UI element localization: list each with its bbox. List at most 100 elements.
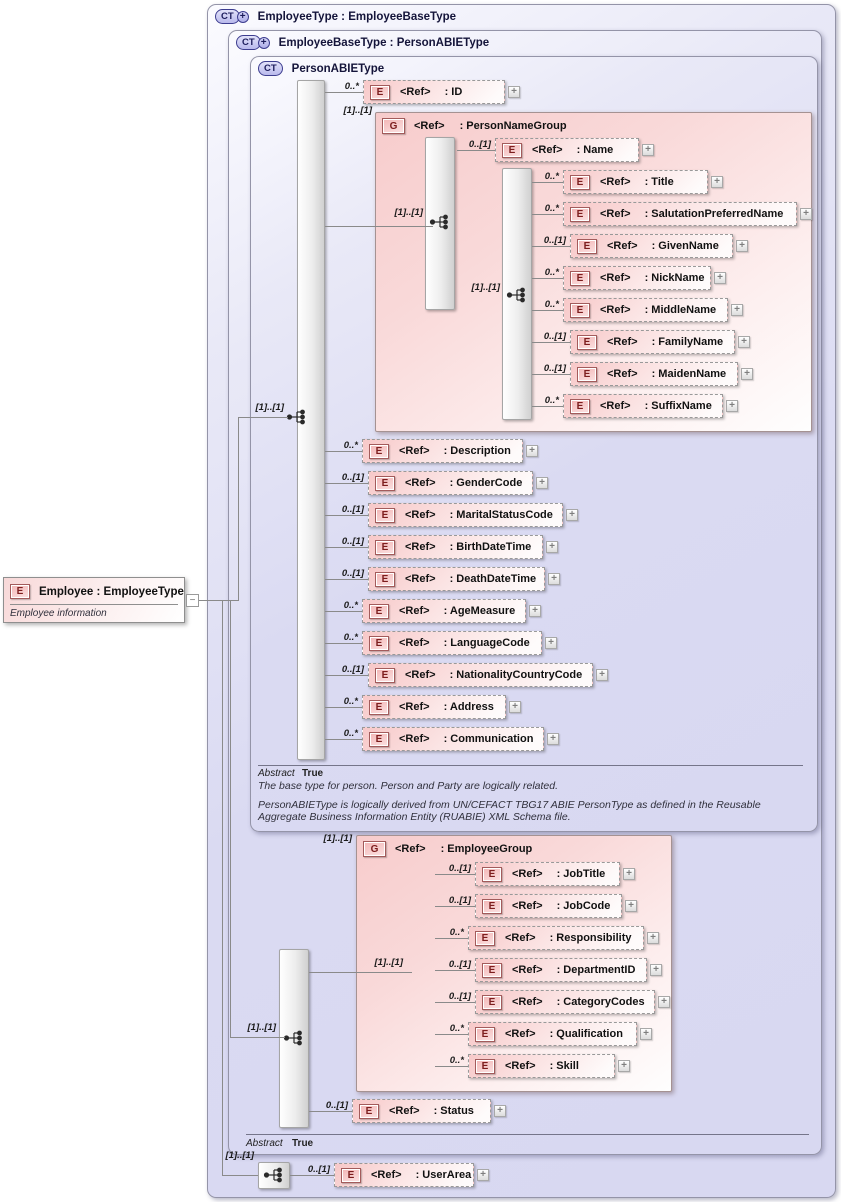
element-communication[interactable]: E <Ref>: Communication — [362, 727, 544, 751]
expand-button[interactable]: + — [536, 477, 548, 489]
element-jobcode[interactable]: E <Ref>: JobCode — [475, 894, 622, 918]
cardinality-label: [1]..[1] — [343, 105, 373, 116]
element-status[interactable]: E <Ref>: Status — [352, 1099, 491, 1123]
complex-type-badge[interactable]: CT — [258, 61, 283, 76]
cardinality-label: 0..[1] — [448, 863, 471, 874]
expand-plus-icon[interactable]: + — [257, 36, 270, 49]
connector-line — [532, 310, 563, 311]
element-gendercode[interactable]: E <Ref>: GenderCode — [368, 471, 533, 495]
element-qualification[interactable]: E <Ref>: Qualification — [468, 1022, 637, 1046]
element-agemeasure[interactable]: E <Ref>: AgeMeasure — [362, 599, 526, 623]
expand-button[interactable]: + — [647, 932, 659, 944]
element-tag-icon: E — [570, 302, 590, 318]
element-responsibility[interactable]: E <Ref>: Responsibility — [468, 926, 644, 950]
expand-button[interactable]: + — [509, 701, 521, 713]
element-familyname[interactable]: E <Ref>: FamilyName — [570, 330, 735, 354]
expand-button[interactable]: + — [741, 368, 753, 380]
container-title: EmployeeBaseType : PersonABIEType — [278, 36, 490, 49]
expand-button[interactable]: + — [545, 637, 557, 649]
expand-button[interactable]: + — [618, 1060, 630, 1072]
element-tag-icon: E — [369, 731, 389, 747]
element-ref: <Ref> — [399, 605, 430, 617]
element-birthdatetime[interactable]: E <Ref>: BirthDateTime — [368, 535, 543, 559]
cardinality-label: 0..[1] — [341, 504, 364, 515]
element-suffixname[interactable]: E <Ref>: SuffixName — [563, 394, 723, 418]
abstract-label: Abstract — [258, 768, 295, 779]
element-skill[interactable]: E <Ref>: Skill — [468, 1054, 615, 1078]
element-ref: <Ref> — [400, 86, 431, 98]
divider — [10, 604, 178, 605]
ct-badge-label: CT — [242, 37, 255, 48]
expand-button[interactable]: + — [731, 304, 743, 316]
element-categorycodes[interactable]: E <Ref>: CategoryCodes — [475, 990, 655, 1014]
expand-button[interactable]: + — [494, 1105, 506, 1117]
divider — [246, 1134, 809, 1135]
expand-button[interactable]: + — [738, 336, 750, 348]
expand-button[interactable]: + — [526, 445, 538, 457]
element-nickname[interactable]: E <Ref>: NickName — [563, 266, 711, 290]
expand-button[interactable]: + — [477, 1169, 489, 1181]
element-deathdatetime[interactable]: E <Ref>: DeathDateTime — [368, 567, 545, 591]
element-name: : Status — [433, 1105, 474, 1117]
element-name: : GenderCode — [449, 477, 523, 489]
collapse-button[interactable]: − — [186, 594, 199, 607]
expand-button[interactable]: + — [623, 868, 635, 880]
cardinality-label: [1]..[1] — [394, 207, 424, 218]
cardinality-label: 0..[1] — [543, 331, 566, 342]
cardinality-label: 0..[1] — [448, 991, 471, 1002]
expand-button[interactable]: + — [658, 996, 670, 1008]
expand-plus-icon[interactable]: + — [236, 10, 249, 23]
expand-button[interactable]: + — [650, 964, 662, 976]
expand-button[interactable]: + — [625, 900, 637, 912]
element-address[interactable]: E <Ref>: Address — [362, 695, 506, 719]
element-id[interactable]: E <Ref>: ID — [363, 80, 505, 104]
expand-button[interactable]: + — [714, 272, 726, 284]
complex-type-badge[interactable]: CT — [236, 35, 261, 50]
connector-line — [435, 1002, 475, 1003]
element-ref: <Ref> — [405, 541, 436, 553]
element-salutationpreferredname[interactable]: E <Ref>: SalutationPreferredName — [563, 202, 797, 226]
expand-button[interactable]: + — [711, 176, 723, 188]
element-tag-icon: E — [570, 174, 590, 190]
expand-button[interactable]: + — [596, 669, 608, 681]
cardinality-label: 0..* — [544, 267, 559, 278]
element-name: : MiddleName — [644, 304, 717, 316]
expand-button[interactable]: + — [508, 86, 520, 98]
connector-line — [325, 643, 362, 644]
element-jobtitle[interactable]: E <Ref>: JobTitle — [475, 862, 620, 886]
element-tag-icon: E — [475, 930, 495, 946]
element-title[interactable]: E <Ref>: Title — [563, 170, 708, 194]
element-languagecode[interactable]: E <Ref>: LanguageCode — [362, 631, 542, 655]
element-nationalitycountrycode[interactable]: E <Ref>: NationalityCountryCode — [368, 663, 593, 687]
element-givenname[interactable]: E <Ref>: GivenName — [570, 234, 733, 258]
cardinality-label: 0..* — [343, 728, 358, 739]
element-name: : BirthDateTime — [449, 541, 532, 553]
connector-line — [325, 611, 362, 612]
expand-button[interactable]: + — [640, 1028, 652, 1040]
element-userarea[interactable]: E <Ref>: UserArea — [334, 1163, 474, 1187]
expand-button[interactable]: + — [546, 541, 558, 553]
element-tag-icon: E — [341, 1167, 361, 1183]
expand-button[interactable]: + — [736, 240, 748, 252]
element-tag-icon: E — [475, 1026, 495, 1042]
expand-button[interactable]: + — [566, 509, 578, 521]
element-employee-root[interactable]: E Employee : EmployeeType Employee infor… — [3, 577, 185, 623]
element-name: : FamilyName — [651, 336, 724, 348]
cardinality-label: 0..* — [343, 696, 358, 707]
expand-button[interactable]: + — [548, 573, 560, 585]
element-departmentid[interactable]: E <Ref>: DepartmentID — [475, 958, 647, 982]
expand-button[interactable]: + — [547, 733, 559, 745]
element-middlename[interactable]: E <Ref>: MiddleName — [563, 298, 728, 322]
expand-button[interactable]: + — [529, 605, 541, 617]
element-description[interactable]: E <Ref>: Description — [362, 439, 523, 463]
connector-line — [532, 246, 570, 247]
expand-button[interactable]: + — [726, 400, 738, 412]
element-ref: <Ref> — [505, 1060, 536, 1072]
expand-button[interactable]: + — [642, 144, 654, 156]
element-name: : MaritalStatusCode — [449, 509, 553, 521]
element-tag-icon: E — [482, 962, 502, 978]
element-maidenname[interactable]: E <Ref>: MaidenName — [570, 362, 738, 386]
expand-button[interactable]: + — [800, 208, 812, 220]
element-maritalstatuscode[interactable]: E <Ref>: MaritalStatusCode — [368, 503, 563, 527]
element-name[interactable]: E <Ref>: Name — [495, 138, 639, 162]
